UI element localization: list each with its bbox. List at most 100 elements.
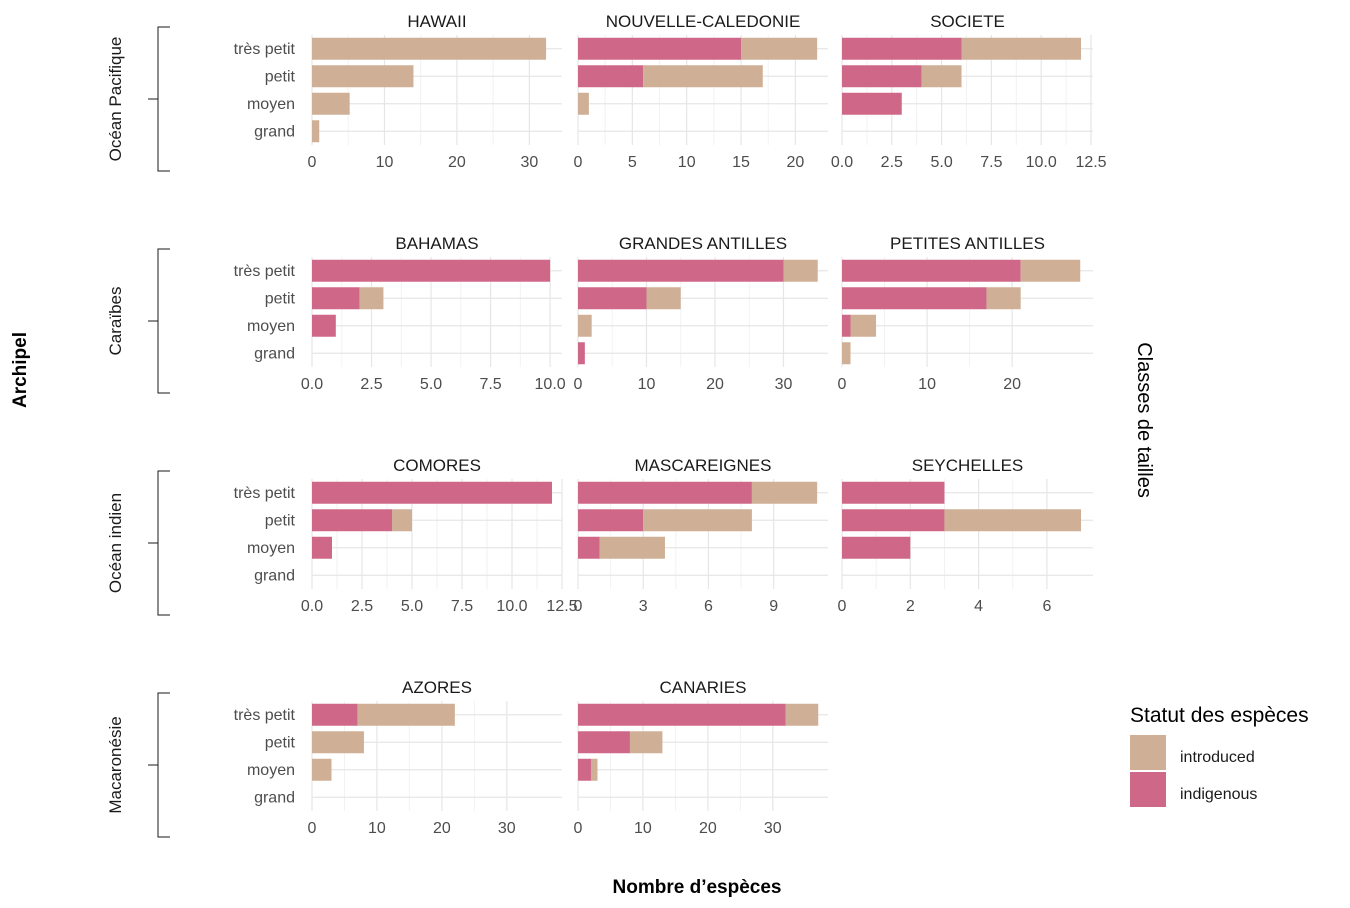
- x-tick-label: 0.0: [301, 376, 323, 393]
- bar-introduced: [312, 758, 332, 781]
- bar-indigenous: [578, 342, 585, 365]
- bar-indigenous: [578, 509, 644, 532]
- bar-indigenous: [842, 37, 962, 60]
- bar-introduced: [357, 703, 455, 726]
- group-label: Macaronésie: [106, 716, 125, 813]
- bar-introduced: [944, 509, 1082, 532]
- facet-nouvelle-caledonie: NOUVELLE-CALEDONIE 0 5 10 15 20: [574, 12, 828, 171]
- bar-introduced: [751, 481, 818, 504]
- x-tick-label: 0: [574, 376, 583, 393]
- x-tick-label: 0: [838, 376, 847, 393]
- bar-introduced: [312, 65, 414, 88]
- x-tick-label: 30: [520, 154, 538, 171]
- bar-indigenous: [312, 259, 551, 282]
- category-label: grand: [254, 789, 295, 806]
- bar-indigenous: [312, 536, 332, 559]
- facet-seychelles: SEYCHELLES 0 2 4 6: [838, 456, 1093, 615]
- category-label: grand: [254, 567, 295, 584]
- x-tick-label: 9: [769, 598, 778, 615]
- facet-title: GRANDES ANTILLES: [619, 234, 787, 253]
- facet-canaries: CANARIES 0 10 20 30: [574, 678, 828, 837]
- facet-comores: COMORES très petit petit moyen grand 0.0 2.5 5.…: [234, 456, 578, 615]
- x-tick-label: 0: [574, 820, 583, 837]
- x-tick-label: 5.0: [401, 598, 423, 615]
- category-label: moyen: [247, 762, 295, 779]
- category-label: petit: [265, 290, 296, 307]
- category-label: très petit: [234, 485, 296, 502]
- bar-indigenous: [578, 481, 752, 504]
- x-tick-label: 15: [732, 154, 750, 171]
- x-tick-label: 20: [699, 820, 717, 837]
- bar-indigenous: [312, 481, 552, 504]
- facet-title: BAHAMAS: [395, 234, 478, 253]
- bar-indigenous: [842, 481, 945, 504]
- x-tick-label: 7.5: [451, 598, 473, 615]
- facet-grandes-antilles: GRANDES ANTILLES 0 10 20 30: [574, 234, 828, 393]
- legend-label-indigenous: indigenous: [1180, 786, 1257, 803]
- x-tick-label: 5.0: [930, 154, 952, 171]
- x-tick-label: 2.5: [360, 376, 382, 393]
- x-tick-label: 30: [498, 820, 516, 837]
- bar-introduced: [312, 92, 350, 115]
- legend-swatch-indigenous: [1130, 772, 1166, 807]
- x-tick-label: 0: [574, 598, 583, 615]
- legend-title: Statut des espèces: [1130, 704, 1309, 727]
- x-tick-label: 10.0: [496, 598, 527, 615]
- bar-introduced: [783, 259, 818, 282]
- facet-title: AZORES: [402, 678, 472, 697]
- x-tick-label: 6: [704, 598, 713, 615]
- x-tick-label: 20: [448, 154, 466, 171]
- category-label: moyen: [247, 318, 295, 335]
- bar-indigenous: [842, 287, 987, 310]
- left-axis-title: Archipel: [10, 332, 31, 408]
- category-label: grand: [254, 345, 295, 362]
- category-label: petit: [265, 68, 296, 85]
- x-tick-label: 2.5: [351, 598, 373, 615]
- group-ocean-pacifique: Océan Pacifique: [106, 26, 170, 172]
- bar-introduced: [643, 509, 752, 532]
- x-tick-label: 5.0: [420, 376, 442, 393]
- facet-societe: SOCIETE 0.0 2.5 5.0 7.5 10.0 12.5: [831, 12, 1107, 171]
- bar-indigenous: [578, 287, 647, 310]
- bar-introduced: [590, 758, 598, 781]
- x-tick-label: 0.0: [831, 154, 853, 171]
- x-tick-label: 12.5: [546, 598, 577, 615]
- bar-introduced: [986, 287, 1021, 310]
- bar-introduced: [643, 65, 763, 88]
- x-tick-label: 5: [628, 154, 637, 171]
- bar-indigenous: [578, 37, 742, 60]
- bar-introduced: [1020, 259, 1081, 282]
- x-tick-label: 30: [775, 376, 793, 393]
- bar-indigenous: [842, 92, 902, 115]
- x-tick-label: 0: [838, 598, 847, 615]
- group-label: Océan indien: [106, 493, 125, 593]
- category-label: petit: [265, 734, 296, 751]
- x-tick-label: 20: [1003, 376, 1021, 393]
- bar-indigenous: [578, 259, 784, 282]
- category-label: moyen: [247, 96, 295, 113]
- bar-indigenous: [312, 703, 358, 726]
- x-tick-label: 10.0: [535, 376, 566, 393]
- group-bracket: [148, 248, 170, 394]
- x-tick-label: 3: [639, 598, 648, 615]
- group-bracket: [148, 26, 170, 172]
- x-tick-label: 7.5: [980, 154, 1002, 171]
- bar-indigenous: [312, 287, 360, 310]
- bar-introduced: [629, 731, 663, 754]
- bar-indigenous: [578, 703, 786, 726]
- x-tick-label: 7.5: [479, 376, 501, 393]
- facet-title: HAWAII: [407, 12, 466, 31]
- bar-introduced: [578, 92, 589, 115]
- x-tick-label: 10: [634, 820, 652, 837]
- facet-title: SEYCHELLES: [912, 456, 1024, 475]
- x-tick-label: 20: [786, 154, 804, 171]
- bar-introduced: [359, 287, 384, 310]
- bar-introduced: [312, 731, 364, 754]
- category-label: grand: [254, 123, 295, 140]
- x-tick-label: 20: [433, 820, 451, 837]
- x-tick-label: 10: [376, 154, 394, 171]
- x-tick-label: 10.0: [1026, 154, 1057, 171]
- group-caraibes: Caraïbes: [106, 248, 170, 394]
- facet-title: NOUVELLE-CALEDONIE: [606, 12, 801, 31]
